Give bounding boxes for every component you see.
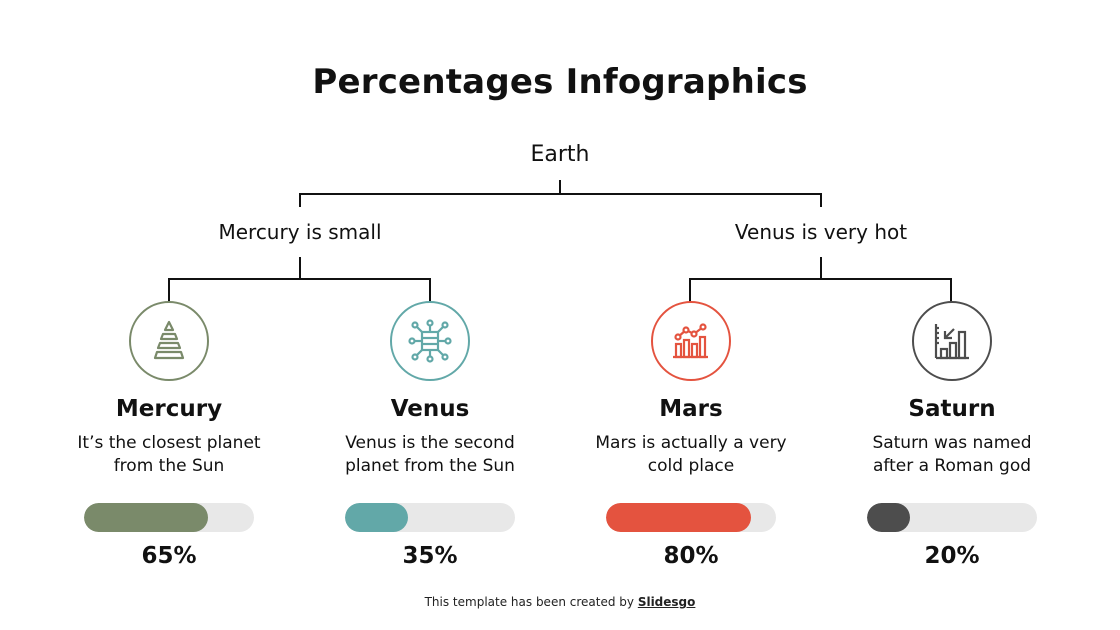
connector-line (299, 193, 301, 207)
saturn-description: Saturn was named after a Roman god (832, 432, 1072, 478)
connector-line (559, 180, 561, 194)
venus-description: Venus is the second planet from the Sun (310, 432, 550, 478)
venus-title: Venus (390, 396, 470, 422)
pyramid-icon (153, 320, 185, 360)
mercury-description-line1: It’s the closest planet (77, 433, 261, 453)
saturn-description-line1: Saturn was named (872, 433, 1032, 453)
venus-description-line2: planet from the Sun (345, 456, 515, 476)
branch-label-venus: Venus is very hot (734, 220, 908, 244)
mars-description-line2: cold place (647, 456, 735, 476)
saturn-percent: 20% (924, 543, 980, 569)
connector-line (689, 278, 952, 280)
saturn-progress-fill (867, 503, 910, 532)
venus-progress-bar (345, 503, 515, 532)
venus-description-line1: Venus is the second (345, 433, 515, 453)
venus-icon-circle (390, 301, 470, 381)
connector-line (299, 257, 301, 279)
branch-label-mercury: Mercury is small (218, 220, 382, 244)
venus-progress-fill (345, 503, 408, 532)
saturn-description-line2: after a Roman god (872, 456, 1032, 476)
mars-title: Mars (659, 396, 723, 422)
saturn-icon-circle (912, 301, 992, 381)
connector-line (820, 257, 822, 279)
connector-line (689, 278, 691, 302)
slidesgo-link[interactable]: Slidesgo (637, 595, 696, 609)
mercury-title: Mercury (115, 396, 223, 422)
saturn-title: Saturn (908, 396, 996, 422)
mars-percent: 80% (663, 543, 719, 569)
mercury-percent: 65% (141, 543, 197, 569)
saturn-progress-bar (867, 503, 1037, 532)
mars-progress-fill (606, 503, 751, 532)
mercury-progress-fill (84, 503, 209, 532)
venus-percent: 35% (402, 543, 458, 569)
connector-line (950, 278, 952, 302)
connector-line (429, 278, 431, 302)
growth-chart-icon (673, 323, 708, 359)
mars-progress-bar (606, 503, 776, 532)
connector-line (299, 193, 822, 195)
connector-line (168, 278, 431, 280)
page-title: Percentages Infographics (312, 62, 808, 102)
mars-description-line1: Mars is actually a very (595, 433, 787, 453)
mercury-description-line2: from the Sun (113, 456, 225, 476)
mercury-icon-circle (129, 301, 209, 381)
mercury-description: It’s the closest planet from the Sun (49, 432, 289, 478)
connector-line (820, 193, 822, 207)
root-label-earth: Earth (530, 142, 590, 167)
circuit-chip-icon (408, 319, 452, 363)
mars-description: Mars is actually a very cold place (571, 432, 811, 478)
footer-text: This template has been created by (424, 595, 638, 609)
footer-credit: This template has been created by Slides… (0, 595, 1120, 609)
mars-icon-circle (651, 301, 731, 381)
connector-line (168, 278, 170, 302)
mercury-progress-bar (84, 503, 254, 532)
decline-chart-icon (934, 324, 969, 360)
